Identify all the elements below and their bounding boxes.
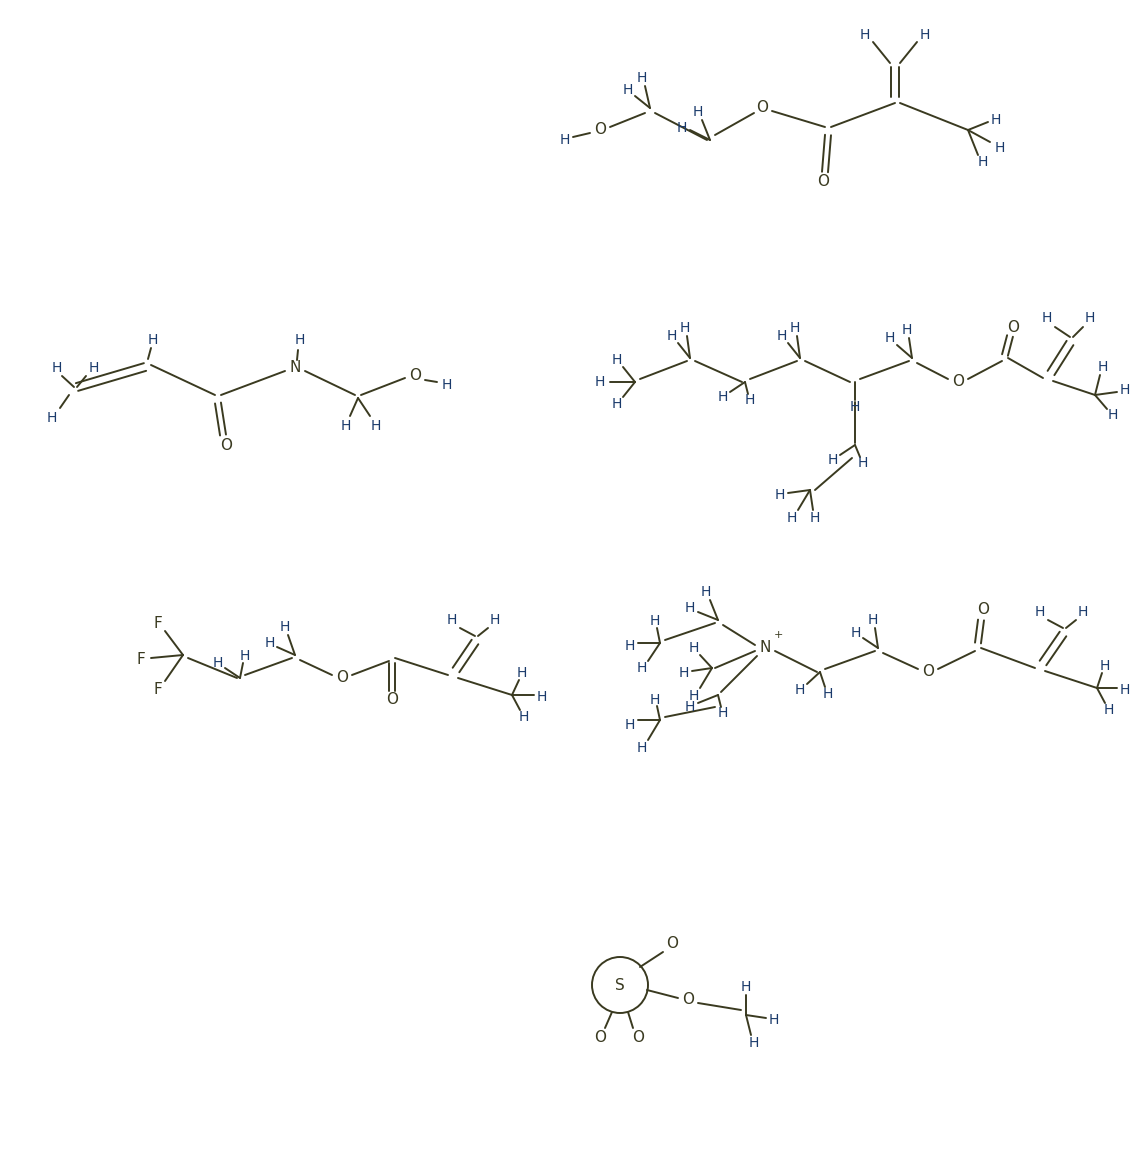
Text: H: H <box>1078 606 1089 619</box>
Text: H: H <box>679 666 689 680</box>
Text: H: H <box>517 666 527 680</box>
Text: O: O <box>756 101 768 116</box>
Text: O: O <box>952 375 964 390</box>
Text: H: H <box>666 329 678 343</box>
Text: H: H <box>519 710 529 724</box>
Text: F: F <box>154 682 162 697</box>
Text: O: O <box>386 693 398 708</box>
Text: H: H <box>677 121 687 135</box>
Text: H: H <box>748 1036 759 1050</box>
Text: H: H <box>680 321 690 335</box>
Text: H: H <box>371 419 381 433</box>
Text: H: H <box>769 1013 779 1027</box>
Text: H: H <box>447 612 458 628</box>
Text: H: H <box>637 661 647 675</box>
Text: H: H <box>625 639 636 653</box>
Text: O: O <box>594 123 606 138</box>
Text: O: O <box>1008 320 1019 335</box>
Text: H: H <box>213 657 224 670</box>
Text: O: O <box>682 993 694 1008</box>
Text: H: H <box>47 411 57 425</box>
Text: H: H <box>718 390 728 404</box>
Text: H: H <box>1119 683 1131 697</box>
Text: H: H <box>868 612 879 628</box>
Text: H: H <box>689 641 699 655</box>
Text: H: H <box>850 400 860 414</box>
Text: H: H <box>280 619 290 635</box>
Text: H: H <box>685 601 695 615</box>
Text: H: H <box>650 693 661 706</box>
Text: H: H <box>637 741 647 755</box>
Text: H: H <box>828 454 839 467</box>
Text: H: H <box>240 648 250 664</box>
Text: H: H <box>860 28 871 42</box>
Text: N: N <box>290 361 301 376</box>
Text: H: H <box>810 512 820 525</box>
Text: H: H <box>294 333 305 347</box>
Text: F: F <box>137 652 145 667</box>
Text: H: H <box>851 626 861 640</box>
Text: H: H <box>560 133 570 147</box>
Text: O: O <box>632 1030 644 1044</box>
Text: H: H <box>489 612 500 628</box>
Text: H: H <box>1098 360 1108 374</box>
Text: H: H <box>594 375 605 389</box>
Text: H: H <box>650 614 661 628</box>
Text: O: O <box>922 665 934 680</box>
Text: H: H <box>148 333 159 347</box>
Text: S: S <box>615 978 625 993</box>
Text: H: H <box>745 393 755 407</box>
Text: H: H <box>637 71 647 85</box>
Text: H: H <box>718 706 728 720</box>
Text: N: N <box>759 640 770 655</box>
Text: H: H <box>795 683 806 697</box>
Text: O: O <box>408 368 421 383</box>
Text: H: H <box>823 687 833 701</box>
Text: H: H <box>1103 703 1115 717</box>
Text: H: H <box>693 106 703 119</box>
Text: H: H <box>51 361 63 375</box>
Text: H: H <box>1035 606 1045 619</box>
Text: H: H <box>790 321 800 335</box>
Text: H: H <box>1085 311 1095 325</box>
Text: O: O <box>817 174 830 189</box>
Text: H: H <box>1108 408 1118 422</box>
Text: H: H <box>990 113 1001 126</box>
Text: +: + <box>774 630 783 640</box>
Text: F: F <box>154 616 162 631</box>
Text: H: H <box>901 322 912 338</box>
Text: H: H <box>623 84 633 97</box>
Text: O: O <box>666 935 678 950</box>
Text: H: H <box>995 142 1005 155</box>
Text: H: H <box>536 690 548 704</box>
Text: H: H <box>689 689 699 703</box>
Text: H: H <box>741 980 751 994</box>
Text: H: H <box>1119 383 1131 397</box>
Text: H: H <box>775 488 785 502</box>
Text: H: H <box>884 331 896 345</box>
Text: H: H <box>612 353 622 367</box>
Text: H: H <box>777 329 787 343</box>
Text: H: H <box>89 361 99 375</box>
Text: H: H <box>858 456 868 470</box>
Text: O: O <box>594 1030 606 1044</box>
Text: H: H <box>685 699 695 715</box>
Text: H: H <box>978 155 988 169</box>
Text: H: H <box>701 585 711 599</box>
Text: H: H <box>442 378 452 392</box>
Text: H: H <box>1042 311 1052 325</box>
Text: H: H <box>265 636 275 650</box>
Text: H: H <box>787 512 798 525</box>
Text: H: H <box>1100 659 1110 673</box>
Text: O: O <box>220 438 232 454</box>
Text: O: O <box>977 602 989 617</box>
Text: O: O <box>335 670 348 686</box>
Text: H: H <box>341 419 351 433</box>
Text: H: H <box>625 718 636 732</box>
Text: H: H <box>920 28 930 42</box>
Text: H: H <box>612 397 622 411</box>
